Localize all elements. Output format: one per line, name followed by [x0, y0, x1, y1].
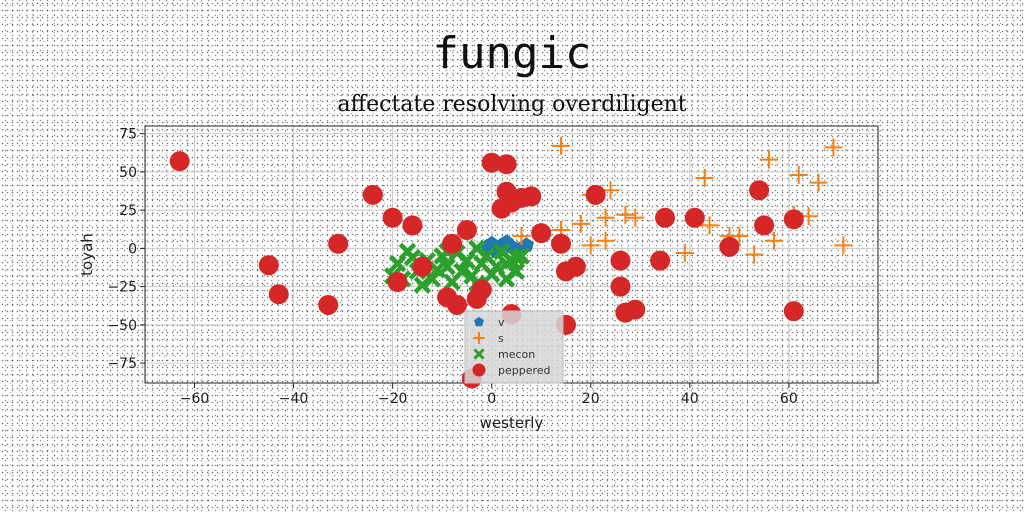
s-point	[790, 166, 808, 184]
y-tick-label: 25	[119, 203, 137, 219]
peppered-point	[442, 234, 462, 254]
peppered-point	[457, 220, 477, 240]
y-tick-label: −25	[107, 280, 137, 296]
peppered-point	[388, 272, 408, 292]
x-tick-label: 40	[681, 391, 699, 407]
peppered-point	[586, 185, 606, 205]
peppered-point	[497, 154, 517, 174]
legend-label: v	[498, 316, 505, 329]
s-point	[597, 209, 615, 227]
peppered-point	[363, 185, 383, 205]
peppered-point	[650, 251, 670, 271]
peppered-point	[521, 186, 541, 206]
peppered-point	[784, 209, 804, 229]
s-point	[552, 137, 570, 155]
x-tick-label: 0	[487, 391, 496, 407]
peppered-point	[472, 280, 492, 300]
legend-label: mecon	[498, 348, 535, 361]
y-tick-label: −50	[107, 318, 137, 334]
s-point	[676, 244, 694, 262]
peppered-point	[610, 277, 630, 297]
x-axis-label: westerly	[480, 414, 544, 432]
legend-marker-peppered	[473, 364, 486, 377]
s-point	[597, 232, 615, 250]
y-tick-label: 0	[128, 241, 137, 257]
s-point	[572, 215, 590, 233]
x-tick-label: −60	[180, 391, 210, 407]
y-tick-label: −75	[107, 356, 137, 372]
peppered-point	[754, 215, 774, 235]
peppered-point	[566, 257, 586, 277]
y-tick-label: 75	[119, 127, 137, 143]
y-axis-label: toyah	[78, 233, 96, 276]
s-point	[834, 236, 852, 254]
legend-label: peppered	[498, 364, 551, 377]
peppered-point	[318, 295, 338, 315]
peppered-point	[170, 151, 190, 171]
peppered-point	[447, 295, 467, 315]
peppered-point	[402, 215, 422, 235]
s-point	[626, 209, 644, 227]
peppered-point	[749, 180, 769, 200]
x-tick-label: 20	[582, 391, 600, 407]
s-point	[616, 206, 634, 224]
peppered-point	[531, 223, 551, 243]
s-point	[582, 236, 600, 254]
peppered-point	[685, 208, 705, 228]
axis-ticks: −60 −40 −20 0 20 40 60 75 50 25 0 −25 −50 −75	[107, 127, 797, 407]
legend-label: s	[498, 332, 504, 345]
peppered-point	[383, 208, 403, 228]
peppered-point	[625, 300, 645, 320]
peppered-point	[259, 255, 279, 275]
peppered-point	[719, 237, 739, 257]
x-tick-label: 60	[780, 391, 798, 407]
peppered-point	[328, 234, 348, 254]
s-point	[760, 151, 778, 169]
peppered-point	[610, 251, 630, 271]
peppered-point	[551, 234, 571, 254]
x-tick-label: −40	[279, 391, 309, 407]
legend: vs mecon peppered	[465, 311, 563, 383]
s-point	[810, 174, 828, 192]
peppered-point	[655, 208, 675, 228]
x-tick-label: −20	[378, 391, 408, 407]
peppered-point	[269, 284, 289, 304]
peppered-point	[412, 257, 432, 277]
peppered-point	[784, 301, 804, 321]
s-point	[824, 138, 842, 156]
y-tick-label: 50	[119, 165, 137, 181]
